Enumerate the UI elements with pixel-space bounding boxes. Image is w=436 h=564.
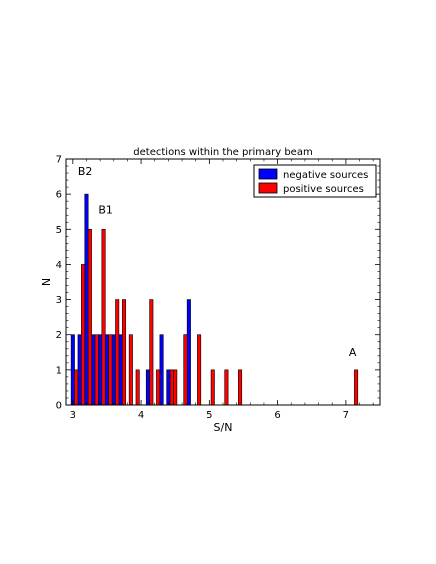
positive-bar: [156, 369, 161, 406]
positive-bar: [238, 369, 243, 406]
legend: negative sources positive sources: [253, 164, 377, 198]
positive-bar: [115, 299, 120, 406]
positive-bar: [354, 369, 359, 406]
y-tick-label: 7: [56, 155, 62, 166]
positive-bar: [135, 369, 140, 406]
positive-bar: [128, 334, 133, 406]
positive-bar: [173, 369, 178, 406]
plot-area: [70, 193, 359, 406]
negative-bar: [70, 334, 75, 406]
positive-bar: [87, 228, 92, 406]
annotation-label: B1: [98, 203, 113, 216]
x-tick-label: 7: [343, 410, 349, 421]
negative-bar: [166, 369, 171, 406]
x-tick-label: 3: [70, 410, 76, 421]
negative-bar: [159, 334, 164, 406]
positive-bar: [197, 334, 202, 406]
positive-bar: [122, 299, 127, 406]
negative-bar: [118, 334, 123, 406]
y-tick-label: 6: [56, 190, 62, 201]
positive-bar: [101, 228, 106, 406]
y-tick-label: 2: [56, 330, 62, 341]
positive-bar: [94, 334, 99, 406]
legend-swatch-positive: [258, 182, 278, 194]
legend-label-negative: negative sources: [283, 170, 368, 181]
negative-bar: [84, 193, 89, 406]
positive-bar: [81, 264, 86, 406]
negative-bar: [186, 299, 191, 406]
negative-bar: [111, 334, 116, 406]
positive-bar: [169, 369, 174, 406]
negative-bar: [91, 334, 96, 406]
negative-bar: [77, 334, 82, 406]
y-tick-label: 1: [56, 365, 62, 376]
positive-bar: [108, 334, 113, 406]
x-tick-label: 4: [138, 410, 144, 421]
y-axis-label: N: [40, 278, 53, 286]
axis-ticks: [66, 158, 380, 406]
annotation-label: A: [349, 346, 357, 359]
chart-title: detections within the primary beam: [133, 147, 312, 158]
annotations: B2 B1 A: [78, 165, 357, 359]
positive-bar: [149, 299, 154, 406]
legend-swatch-negative: [258, 168, 278, 180]
y-tick-label: 3: [56, 295, 62, 306]
positive-bar: [183, 334, 188, 406]
tick-labels: 3 4 5 6 7 0 1 2 3 4 5 6 7: [56, 155, 349, 422]
x-tick-label: 5: [206, 410, 212, 421]
x-axis-label: S/N: [214, 421, 233, 434]
y-tick-label: 5: [56, 225, 62, 236]
legend-label-positive: positive sources: [283, 184, 364, 195]
positive-bar: [74, 369, 79, 406]
x-tick-label: 6: [274, 410, 280, 421]
positive-bar: [210, 369, 215, 406]
positive-bar: [224, 369, 229, 406]
annotation-label: B2: [78, 165, 93, 178]
negative-bar: [145, 369, 150, 406]
negative-bar: [98, 334, 103, 406]
y-tick-label: 4: [56, 260, 62, 271]
negative-bar: [104, 334, 109, 406]
y-tick-label: 0: [56, 401, 62, 412]
